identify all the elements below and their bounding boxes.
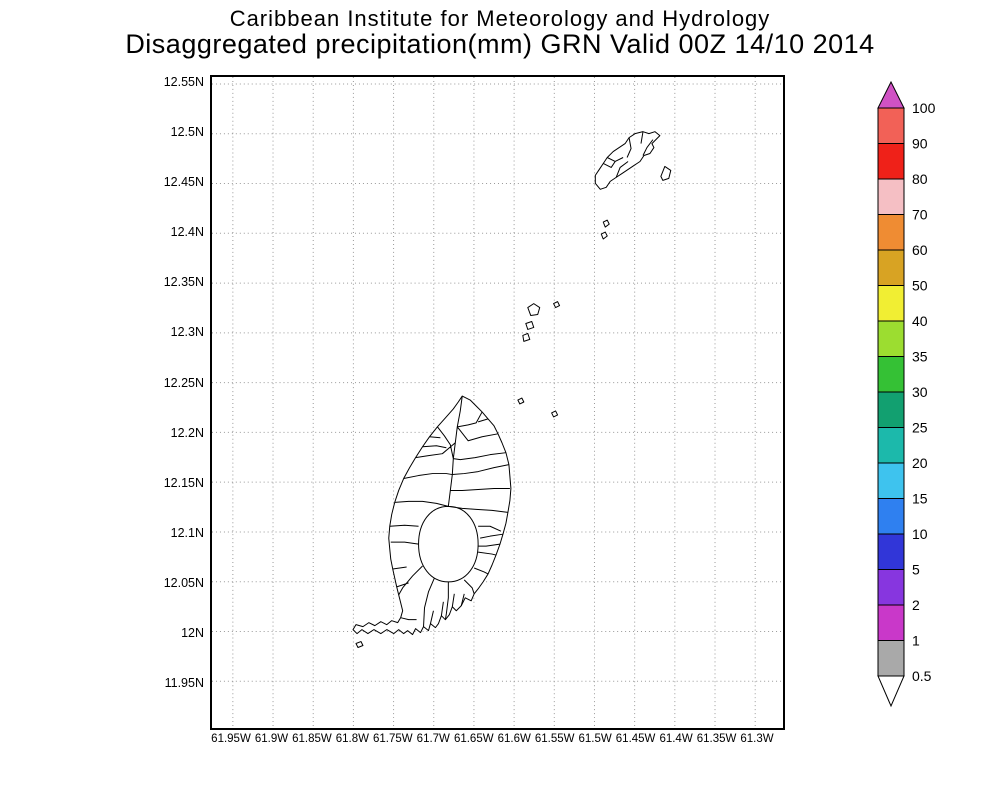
- lon-tick-label: 61.3W: [740, 733, 774, 745]
- colorbar-segment: [877, 320, 905, 357]
- lon-tick-label: 61.35W: [696, 733, 737, 745]
- colorbar-label: 5: [912, 562, 920, 578]
- figure-title-product: Disaggregated precipitation(mm) GRN Vali…: [125, 29, 875, 59]
- colorbar-segment: [877, 462, 905, 499]
- grenada-watershed-boundaries: [389, 395, 510, 627]
- lat-tick-label: 11.95N: [164, 676, 204, 690]
- lat-tick-label: 12.3N: [170, 325, 204, 340]
- lat-tick-label: 12.5N: [170, 125, 204, 140]
- colorbar-segment: [877, 143, 905, 180]
- colorbar-label: 90: [912, 136, 928, 152]
- lon-tick-label: 61.45W: [615, 733, 656, 745]
- carriacou-coastline: [594, 131, 661, 190]
- lon-tick-label: 61.75W: [373, 733, 413, 745]
- colorbar-label: 25: [912, 420, 928, 436]
- colorbar-segment: [877, 356, 905, 393]
- lon-tick-label: 61.4W: [659, 733, 693, 745]
- offshore-islets: [355, 219, 610, 648]
- colorbar-segment: [877, 214, 905, 251]
- lat-tick-label: 12.2N: [170, 425, 204, 440]
- colorbar-segment: [877, 107, 905, 144]
- lat-tick-label: 12.05N: [163, 575, 204, 590]
- colorbar-segment: [877, 285, 905, 322]
- colorbar-label: 15: [912, 491, 928, 507]
- map-canvas: [212, 77, 783, 728]
- lon-tick-label: 61.65W: [453, 733, 494, 745]
- colorbar-label: 100: [912, 100, 936, 116]
- lon-tick-label: 61.5W: [578, 733, 612, 745]
- colorbar: 100 90 80 70 60 50 40 35 30 25 20 15 10 5 2 1 0.5: [877, 80, 936, 708]
- colorbar-label: 10: [912, 526, 928, 542]
- colorbar-segment: [877, 178, 905, 215]
- petite-martinique-island: [660, 165, 672, 181]
- lat-tick-label: 12.1N: [170, 525, 204, 540]
- colorbar-segment: [877, 533, 905, 570]
- colorbar-segment: [877, 640, 905, 677]
- lon-tick-label: 61.7W: [416, 733, 450, 745]
- colorbar-label: 30: [912, 384, 928, 400]
- lat-tick-label: 12N: [181, 625, 204, 640]
- colorbar-label: 35: [912, 349, 928, 365]
- colorbar-label: 0.5: [912, 668, 932, 684]
- lon-tick-label: 61.9W: [254, 733, 289, 745]
- figure-title-institute: Caribbean Institute for Meteorology and …: [229, 6, 771, 31]
- lat-tick-label: 12.25N: [163, 375, 204, 390]
- lon-tick-label: 61.95W: [211, 733, 251, 745]
- lat-tick-label: 12.35N: [163, 275, 204, 290]
- colorbar-label: 80: [912, 171, 928, 187]
- colorbar-top-arrow: [877, 80, 905, 109]
- colorbar-label: 60: [912, 242, 928, 258]
- colorbar-label: 2: [912, 597, 920, 613]
- colorbar-label: 1: [912, 633, 920, 649]
- colorbar-segment: [877, 391, 905, 428]
- lat-tick-label: 12.45N: [163, 175, 204, 190]
- lat-tick-label: 12.4N: [170, 225, 204, 240]
- colorbar-segment: [877, 604, 905, 641]
- lon-tick-label: 61.55W: [534, 733, 575, 745]
- grenada-coastline: [352, 395, 512, 636]
- lat-tick-label: 12.55N: [163, 75, 204, 89]
- map-plot-area: [210, 75, 785, 730]
- colorbar-label: 70: [912, 207, 928, 223]
- colorbar-segment: [877, 569, 905, 606]
- colorbar-label: 20: [912, 455, 928, 471]
- lat-tick-label: 12.15N: [163, 475, 204, 490]
- lon-tick-label: 61.8W: [335, 733, 369, 745]
- colorbar-label: 40: [912, 313, 928, 329]
- colorbar-label: 50: [912, 278, 928, 294]
- colorbar-segment: [877, 249, 905, 286]
- lon-tick-label: 61.6W: [497, 733, 531, 745]
- colorbar-segment: [877, 498, 905, 535]
- carriacou-watershed-boundaries: [603, 131, 654, 178]
- colorbar-bottom-arrow: [877, 675, 905, 708]
- colorbar-segment: [877, 427, 905, 464]
- lon-tick-label: 61.85W: [292, 733, 332, 745]
